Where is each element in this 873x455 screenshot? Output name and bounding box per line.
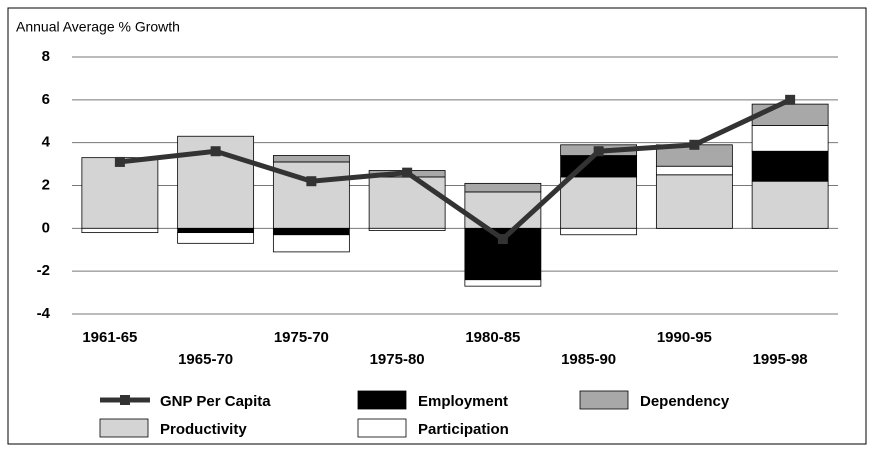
line-marker xyxy=(593,146,604,157)
y-tick-label: -4 xyxy=(37,305,51,322)
x-tick-label: 1980-85 xyxy=(465,329,520,346)
legend-label: Productivity xyxy=(160,421,247,438)
y-tick-label: 6 xyxy=(42,91,50,108)
legend-swatch xyxy=(357,418,407,438)
y-tick-label: 0 xyxy=(42,219,50,236)
line-marker xyxy=(497,234,508,245)
legend-swatch xyxy=(579,390,629,410)
legend-label: GNP Per Capita xyxy=(160,393,271,410)
line-marker xyxy=(114,156,125,167)
legend-label: Employment xyxy=(418,393,508,410)
x-tick-label: 1965-70 xyxy=(178,351,233,368)
x-tick-label: 1975-80 xyxy=(370,351,425,368)
line-marker xyxy=(210,146,221,157)
legend-label: Dependency xyxy=(640,393,730,410)
y-tick-label: 4 xyxy=(42,134,51,151)
bar-segment xyxy=(751,125,829,152)
bar-segment xyxy=(81,157,159,229)
bar-segment xyxy=(81,227,159,234)
y-tick-label: 2 xyxy=(42,176,50,193)
bar-segment xyxy=(560,176,638,229)
bar-segment xyxy=(368,176,446,229)
bar-segment xyxy=(177,227,255,234)
y-axis-label: Annual Average % Growth xyxy=(16,19,180,35)
x-tick-label: 1995-98 xyxy=(753,351,808,368)
legend-swatch xyxy=(357,390,407,410)
bar-segment xyxy=(655,174,733,229)
bar-segment xyxy=(560,227,638,236)
bar-segment xyxy=(272,227,350,236)
bar-segment xyxy=(464,182,542,193)
y-tick-label: -2 xyxy=(37,262,50,279)
bar-segment xyxy=(272,234,350,253)
legend-swatch xyxy=(120,395,130,405)
line-marker xyxy=(785,94,796,105)
line-marker xyxy=(306,176,317,187)
y-tick-label: 8 xyxy=(42,48,50,65)
bar-segment xyxy=(177,232,255,244)
bar-segment xyxy=(464,279,542,287)
bar-segment xyxy=(655,165,733,176)
line xyxy=(119,97,792,243)
x-tick-label: 1975-70 xyxy=(274,329,329,346)
line-marker xyxy=(402,167,413,178)
x-tick-label: 1990-95 xyxy=(657,329,712,346)
bar-segment xyxy=(751,150,829,182)
legend-label: Participation xyxy=(418,421,509,438)
x-tick-label: 1985-90 xyxy=(561,351,616,368)
x-tick-label: 1961-65 xyxy=(82,329,137,346)
bar-segment xyxy=(272,155,350,163)
bar-segment xyxy=(751,180,829,229)
bar-segment xyxy=(368,227,446,231)
line-marker xyxy=(689,139,700,150)
legend-swatch xyxy=(99,418,149,438)
